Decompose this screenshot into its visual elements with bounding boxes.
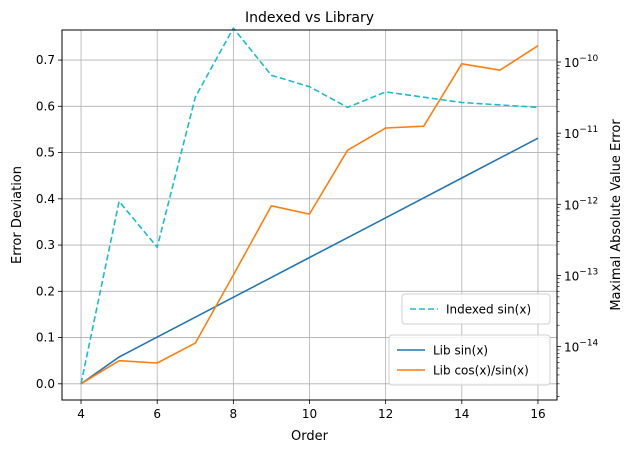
grid xyxy=(62,30,557,400)
legend-label: Lib cos(x)/sin(x) xyxy=(433,364,529,378)
x-tick-label: 12 xyxy=(378,407,393,421)
legend-indexed: Indexed sin(x) xyxy=(401,293,551,325)
legend-lib: Lib sin(x) Lib cos(x)/sin(x) xyxy=(388,334,551,386)
series-line-lib-sin-x- xyxy=(80,137,539,385)
y-right-tick-exponent: −14 xyxy=(579,339,598,349)
y-left-tick-label: 0.1 xyxy=(36,331,55,345)
series-layer xyxy=(80,27,539,385)
y-axis-label-right: Maximal Absolute Value Error xyxy=(609,119,624,311)
y-left-axis: 0.0 0.1 0.2 0.3 0.4 0.5 0.6 0.7 xyxy=(36,53,62,391)
series-line-indexed-sin-x- xyxy=(80,27,539,384)
x-tick-label: 6 xyxy=(153,407,161,421)
legend-label: Indexed sin(x) xyxy=(446,303,531,317)
y-left-tick-label: 0.3 xyxy=(36,238,55,252)
y-left-tick-label: 0.5 xyxy=(36,146,55,160)
x-tick-label: 16 xyxy=(530,407,545,421)
legend-box xyxy=(388,334,551,386)
x-tick-label: 10 xyxy=(302,407,317,421)
y-left-tick-label: 0.4 xyxy=(36,192,55,206)
y-left-tick-label: 0.2 xyxy=(36,284,55,298)
y-right-tick-exponent: −10 xyxy=(579,54,598,64)
y-right-tick-exponent: −12 xyxy=(579,196,598,206)
chart-title: Indexed vs Library xyxy=(245,10,374,26)
y-axis-label-left: Error Deviation xyxy=(10,166,25,264)
x-tick-label: 14 xyxy=(454,407,469,421)
x-axis: 4 6 8 10 12 14 16 xyxy=(77,400,546,421)
y-left-tick-label: 0.6 xyxy=(36,99,55,113)
series-line-lib-cos-x-sin-x- xyxy=(80,45,539,385)
y-right-tick-exponent: −11 xyxy=(579,125,598,135)
y-left-tick-label: 0.7 xyxy=(36,53,55,67)
x-tick-label: 4 xyxy=(77,407,85,421)
legend-box xyxy=(401,293,551,325)
x-tick-label: 8 xyxy=(230,407,238,421)
y-left-tick-label: 0.0 xyxy=(36,377,55,391)
y-right-tick-exponent: −13 xyxy=(579,267,598,277)
legend-label: Lib sin(x) xyxy=(433,344,488,358)
x-axis-label: Order xyxy=(291,429,329,444)
